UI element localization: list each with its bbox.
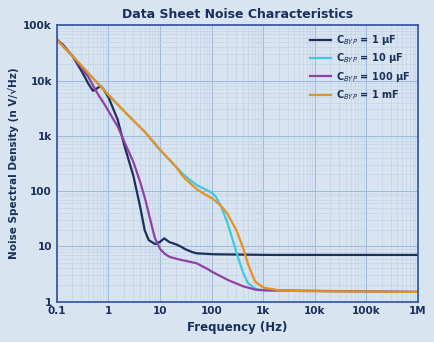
C$_{BYP}$ = 10 μF <box>288 289 293 293</box>
C$_{BYP}$ = 1 μF <box>414 253 420 257</box>
C$_{BYP}$ = 10 μF <box>120 107 125 111</box>
C$_{BYP}$ = 1 μF <box>270 253 276 257</box>
C$_{BYP}$ = 10 μF <box>192 182 197 186</box>
C$_{BYP}$ = 1 mF <box>350 289 355 293</box>
X-axis label: Frequency (Hz): Frequency (Hz) <box>187 321 287 334</box>
C$_{BYP}$ = 1 mF <box>414 290 420 294</box>
C$_{BYP}$ = 1 μF <box>192 251 197 255</box>
Line: C$_{BYP}$ = 1 mF: C$_{BYP}$ = 1 mF <box>57 40 417 292</box>
C$_{BYP}$ = 1 μF <box>120 136 125 141</box>
C$_{BYP}$ = 1 μF <box>289 253 294 257</box>
C$_{BYP}$ = 1 μF <box>54 38 59 42</box>
Legend: C$_{BYP}$ = 1 μF, C$_{BYP}$ = 10 μF, C$_{BYP}$ = 100 μF, C$_{BYP}$ = 1 mF: C$_{BYP}$ = 1 μF, C$_{BYP}$ = 10 μF, C$_… <box>306 30 412 105</box>
C$_{BYP}$ = 1 μF <box>260 253 265 257</box>
C$_{BYP}$ = 10 μF <box>323 289 328 293</box>
C$_{BYP}$ = 10 μF <box>270 288 275 292</box>
C$_{BYP}$ = 1 mF <box>54 38 59 42</box>
Y-axis label: Noise Spectral Density (n V/√Hz): Noise Spectral Density (n V/√Hz) <box>8 68 19 259</box>
C$_{BYP}$ = 1 μF <box>323 253 328 257</box>
C$_{BYP}$ = 100 μF <box>350 289 355 293</box>
C$_{BYP}$ = 10 μF <box>414 290 420 294</box>
C$_{BYP}$ = 100 μF <box>54 38 59 42</box>
Line: C$_{BYP}$ = 100 μF: C$_{BYP}$ = 100 μF <box>57 40 417 292</box>
C$_{BYP}$ = 100 μF <box>270 288 275 292</box>
C$_{BYP}$ = 100 μF <box>120 135 125 140</box>
C$_{BYP}$ = 100 μF <box>192 261 197 265</box>
C$_{BYP}$ = 1 μF <box>350 253 355 257</box>
Line: C$_{BYP}$ = 1 μF: C$_{BYP}$ = 1 μF <box>57 40 417 255</box>
C$_{BYP}$ = 100 μF <box>288 289 293 293</box>
C$_{BYP}$ = 1 mF <box>192 185 197 189</box>
Title: Data Sheet Noise Characteristics: Data Sheet Noise Characteristics <box>122 8 352 21</box>
C$_{BYP}$ = 1 mF <box>270 287 275 291</box>
C$_{BYP}$ = 1 mF <box>120 107 125 111</box>
C$_{BYP}$ = 1 mF <box>288 289 293 293</box>
C$_{BYP}$ = 100 μF <box>323 289 328 293</box>
Line: C$_{BYP}$ = 10 μF: C$_{BYP}$ = 10 μF <box>57 40 417 292</box>
C$_{BYP}$ = 100 μF <box>414 290 420 294</box>
C$_{BYP}$ = 10 μF <box>54 38 59 42</box>
C$_{BYP}$ = 10 μF <box>350 289 355 293</box>
C$_{BYP}$ = 1 mF <box>323 289 328 293</box>
